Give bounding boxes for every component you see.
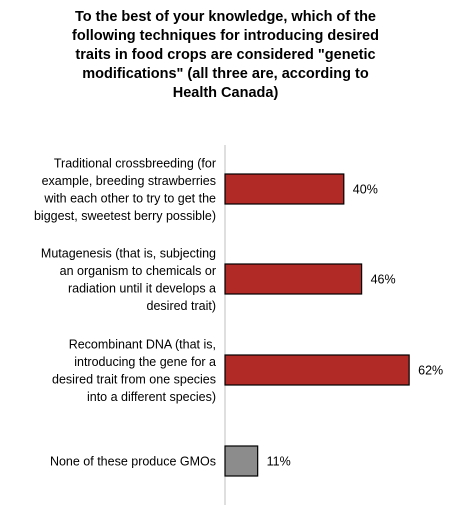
category-label: None of these produce GMOs [50, 455, 216, 469]
value-label: 11% [267, 455, 291, 469]
value-label: 46% [371, 273, 396, 287]
category-label: Mutagenesis (that is, subjecting [41, 246, 216, 260]
category-label: introducing the gene for a [74, 355, 216, 369]
chart-title-line: Health Canada) [172, 85, 279, 101]
category-label: an organism to chemicals or [60, 264, 216, 278]
category-label: into a different species) [87, 390, 216, 404]
bar [224, 173, 345, 205]
category-label: biggest, sweetest berry possible) [34, 209, 216, 223]
category-label: Traditional crossbreeding (for [54, 156, 216, 170]
category-label: Recombinant DNA (that is, [69, 337, 216, 351]
category-label: with each other to try to get the [43, 191, 216, 205]
chart-title-line: following techniques for introducing des… [72, 28, 379, 44]
value-label: 62% [418, 364, 443, 378]
category-label: radiation until it develops a [68, 281, 216, 295]
chart-title-line: traits in food crops are considered "gen… [75, 47, 376, 63]
chart-title: To the best of your knowledge, which of … [0, 8, 451, 103]
value-label: 40% [353, 183, 378, 197]
chart-title-line: modifications" (all three are, according… [82, 66, 369, 82]
bar [224, 354, 410, 386]
bar [224, 263, 363, 295]
category-label: desired trait) [147, 299, 216, 313]
category-label: desired trait from one species [52, 372, 216, 386]
category-label: example, breeding strawberries [42, 174, 216, 188]
bar [224, 445, 259, 477]
chart-title-line: To the best of your knowledge, which of … [74, 9, 377, 25]
